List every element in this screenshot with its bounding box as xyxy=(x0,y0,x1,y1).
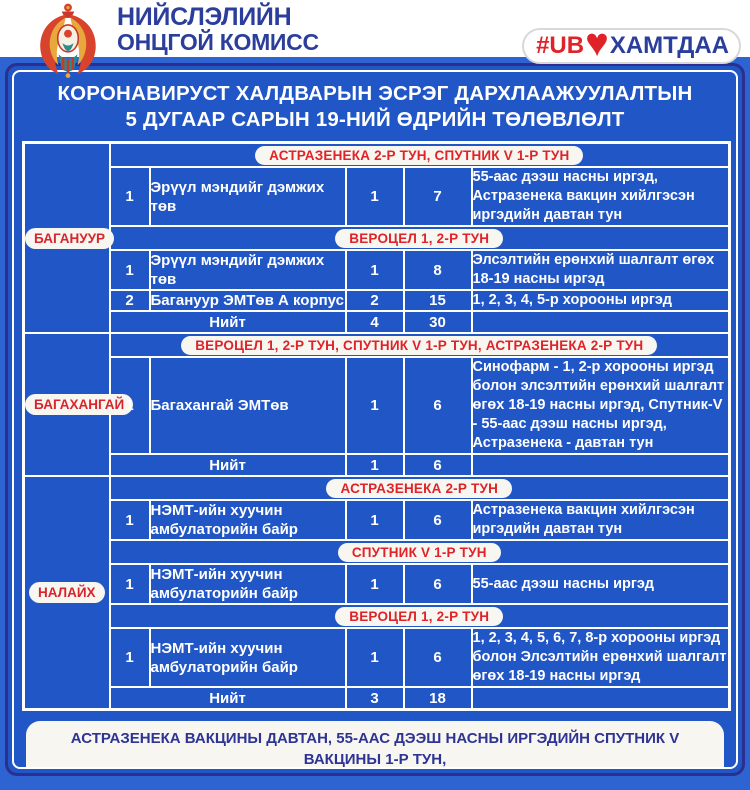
teams-count: 1 xyxy=(344,627,405,688)
page-title-line2: 5 ДУГААР САРЫН 19-НИЙ ӨДРИЙН ТӨЛӨВЛӨЛТ xyxy=(125,108,625,131)
doses-count: 6 xyxy=(402,563,473,605)
ub-hamtdaa-badge: #UB ♥ ХАМТДАА xyxy=(522,21,741,65)
total-label: Нийт xyxy=(108,453,347,477)
row-number: 1 xyxy=(108,249,151,291)
total-row: Нийт 3 18 xyxy=(24,686,731,711)
badge-text: ХАМТДАА xyxy=(609,32,729,59)
site-name: Багахангай ЭМТөв xyxy=(148,356,347,455)
footer-note-line1: АСТРАЗЕНЕКА ВАКЦИНЫ ДАВТАН, 55-ААС ДЭЭШ … xyxy=(70,730,680,768)
footer-note: АСТРАЗЕНЕКА ВАКЦИНЫ ДАВТАН, 55-ААС ДЭЭШ … xyxy=(25,721,725,768)
row-number: 1 xyxy=(108,166,151,227)
row-note: Астразенека вакцин хийлгэсэн иргэдийн да… xyxy=(470,499,731,541)
total-row: Нийт 1 6 xyxy=(24,453,731,477)
doses-count: 6 xyxy=(402,356,473,455)
teams-count: 1 xyxy=(344,499,405,541)
vaccine-header-pill: АСТРАЗЕНЕКА 2-Р ТУН, СПУТНИК V 1-Р ТУН xyxy=(255,145,584,165)
teams-count: 1 xyxy=(344,249,405,291)
site-name: НЭМТ-ийн хуучин амбулаторийн байр xyxy=(148,563,347,605)
teams-count: 1 xyxy=(344,563,405,605)
teams-count: 1 xyxy=(344,356,405,455)
total-note xyxy=(470,686,731,711)
doses-count: 6 xyxy=(402,499,473,541)
vaccine-header-row: БАГАХАНГАЙ ВЕРОЦЕЛ 1, 2-Р ТУН, СПУТНИК V… xyxy=(22,332,731,477)
row-number: 2 xyxy=(108,289,151,312)
total-doses: 6 xyxy=(402,453,473,477)
doses-count: 7 xyxy=(402,166,473,227)
table-row: 1 Эрүүл мэндийг дэмжих төв 1 7 55-аас дэ… xyxy=(24,166,731,227)
total-note xyxy=(470,453,731,477)
total-teams: 3 xyxy=(344,686,405,711)
vaccine-header-row: БАГАНУУР АСТРАЗЕНЕКА 2-Р ТУН, СПУТНИК V … xyxy=(22,141,731,334)
row-note: Синофарм - 1, 2-р хорооны иргэд болон эл… xyxy=(470,356,731,455)
vaccine-header-pill: АСТРАЗЕНЕКА 2-Р ТУН xyxy=(326,478,513,498)
table-row: 1 НЭМТ-ийн хуучин амбулаторийн байр 1 6 … xyxy=(24,563,731,605)
district-label: НАЛАЙХ xyxy=(28,582,105,603)
row-note: 55-аас дээш насны иргэд xyxy=(470,563,731,605)
table-row: 1 Багахангай ЭМТөв 1 6 Синофарм - 1, 2-р… xyxy=(24,356,731,455)
vaccine-header-pill: ВЕРОЦЕЛ 1, 2-Р ТУН, СПУТНИК V 1-Р ТУН, А… xyxy=(181,335,658,355)
row-number: 1 xyxy=(108,627,151,688)
heart-icon: ♥ xyxy=(585,21,609,65)
total-teams: 1 xyxy=(344,453,405,477)
site-name: Эрүүл мэндийг дэмжих төв xyxy=(148,249,347,291)
row-note: 1, 2, 3, 4, 5, 6, 7, 8-р хорооны иргэд б… xyxy=(470,627,731,688)
hashtag-text: #UB xyxy=(536,32,585,59)
row-note: 55-аас дээш насны иргэд, Астразенека вак… xyxy=(470,166,731,227)
page-title: КОРОНАВИРУСТ ХАЛДВАРЫН ЭСРЭГ ДАРХЛААЖУУЛ… xyxy=(22,81,728,133)
total-doses: 30 xyxy=(402,310,473,334)
site-name: НЭМТ-ийн хуучин амбулаторийн байр xyxy=(148,499,347,541)
org-name-line1: НИЙСЛЭЛИЙН xyxy=(117,3,292,31)
vaccine-header-row: СПУТНИК V 1-Р ТУН xyxy=(24,539,731,565)
total-note xyxy=(470,310,731,334)
row-note: Элсэлтийн ерөнхий шалгалт өгөх 18-19 нас… xyxy=(470,249,731,291)
vaccination-schedule-table: БАГАНУУР АСТРАЗЕНЕКА 2-Р ТУН, СПУТНИК V … xyxy=(22,141,732,711)
table-row: 1 НЭМТ-ийн хуучин амбулаторийн байр 1 6 … xyxy=(24,627,731,688)
row-number: 1 xyxy=(108,499,151,541)
district-cell-baganuur: БАГАНУУР xyxy=(22,141,115,334)
table-row: 1 Эрүүл мэндийг дэмжих төв 1 8 Элсэлтийн… xyxy=(24,249,731,291)
doses-count: 15 xyxy=(402,289,473,312)
org-name-line2: ОНЦГОЙ КОМИСС xyxy=(117,29,319,55)
district-cell-nalaikh: НАЛАЙХ xyxy=(22,475,111,711)
teams-count: 1 xyxy=(344,166,405,227)
total-label: Нийт xyxy=(108,310,347,334)
row-number: 1 xyxy=(108,563,151,605)
vaccine-header-pill: ВЕРОЦЕЛ 1, 2-Р ТУН xyxy=(335,228,504,248)
vaccine-header-pill: СПУТНИК V 1-Р ТУН xyxy=(337,542,501,562)
vaccine-header-row: ВЕРОЦЕЛ 1, 2-Р ТУН xyxy=(24,225,731,251)
total-row: Нийт 4 30 xyxy=(24,310,731,334)
teams-count: 2 xyxy=(344,289,405,312)
panel-inner-border: КОРОНАВИРУСТ ХАЛДВАРЫН ЭСРЭГ ДАРХЛААЖУУЛ… xyxy=(12,70,738,769)
district-label: БАГАХАНГАЙ xyxy=(25,394,134,415)
vaccine-header-row: ВЕРОЦЕЛ 1, 2-Р ТУН xyxy=(24,603,731,629)
org-name: НИЙСЛЭЛИЙН ОНЦГОЙ КОМИСС xyxy=(117,4,319,54)
doses-count: 8 xyxy=(402,249,473,291)
main-panel: КОРОНАВИРУСТ ХАЛДВАРЫН ЭСРЭГ ДАРХЛААЖУУЛ… xyxy=(5,63,745,776)
row-note: 1, 2, 3, 4, 5-р хорооны иргэд xyxy=(470,289,731,312)
table-row: 1 НЭМТ-ийн хуучин амбулаторийн байр 1 6 … xyxy=(24,499,731,541)
district-cell-bagakhangai: БАГАХАНГАЙ xyxy=(22,332,134,477)
vaccine-header-pill: ВЕРОЦЕЛ 1, 2-Р ТУН xyxy=(335,606,504,626)
table-row: 2 Багануур ЭМТөв А корпус 2 15 1, 2, 3, … xyxy=(24,289,731,312)
site-name: НЭМТ-ийн хуучин амбулаторийн байр xyxy=(148,627,347,688)
site-name: Эрүүл мэндийг дэмжих төв xyxy=(148,166,347,227)
site-name: Багануур ЭМТөв А корпус xyxy=(148,289,347,312)
doses-count: 6 xyxy=(402,627,473,688)
total-label: Нийт xyxy=(108,686,347,711)
page-title-line1: КОРОНАВИРУСТ ХАЛДВАРЫН ЭСРЭГ ДАРХЛААЖУУЛ… xyxy=(57,82,693,105)
total-doses: 18 xyxy=(402,686,473,711)
coat-of-arms-icon xyxy=(40,3,96,78)
total-teams: 4 xyxy=(344,310,405,334)
district-label: БАГАНУУР xyxy=(25,227,115,249)
vaccine-header-row: НАЛАЙХ АСТРАЗЕНЕКА 2-Р ТУН xyxy=(22,475,731,711)
